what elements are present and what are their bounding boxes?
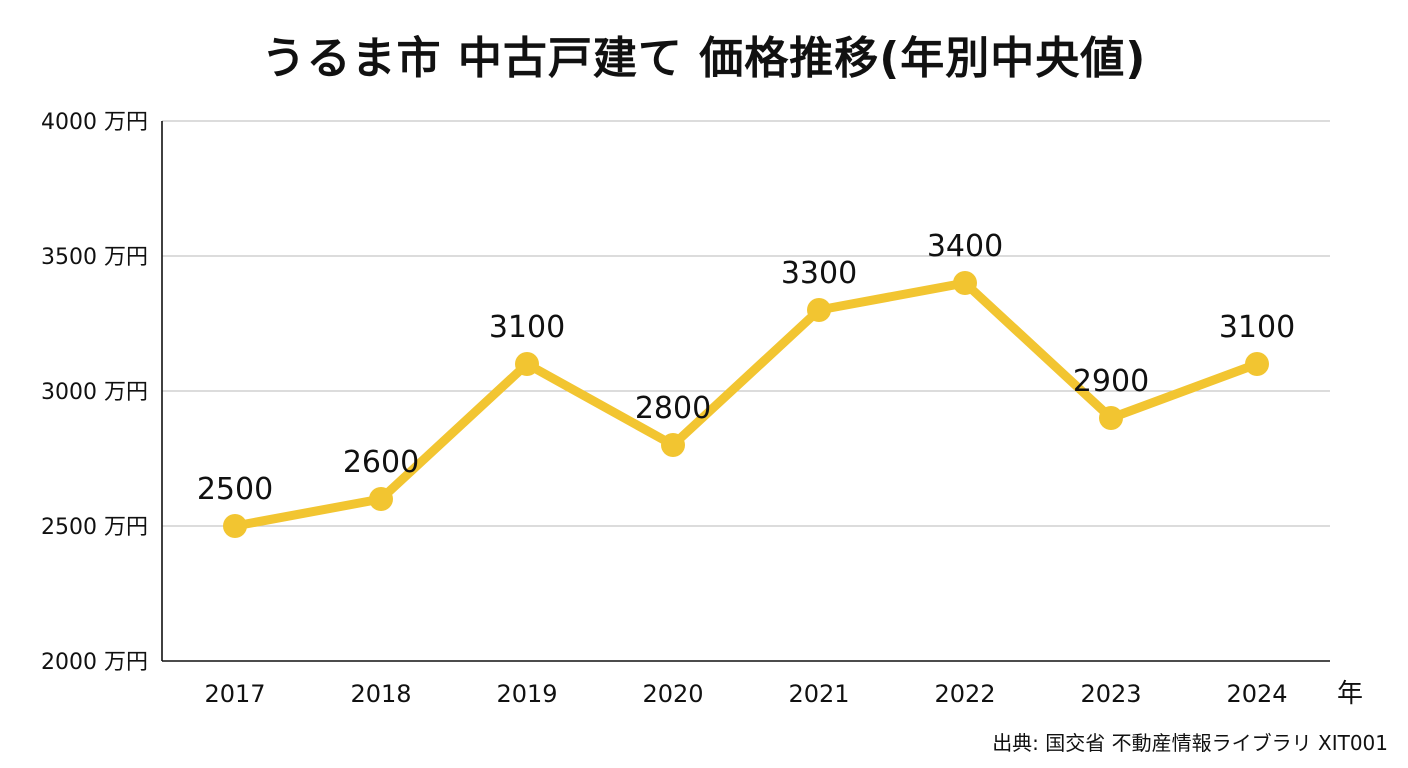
y-tick-label: 3000 万円 <box>41 380 148 405</box>
data-label: 3100 <box>489 310 565 345</box>
data-point <box>807 298 831 322</box>
x-tick-label: 2019 <box>496 680 557 708</box>
y-tick-label: 3500 万円 <box>41 245 148 270</box>
data-point <box>953 271 977 295</box>
y-tick-label: 2000 万円 <box>41 650 148 675</box>
data-label: 3400 <box>927 229 1003 264</box>
data-label: 3100 <box>1219 310 1295 345</box>
x-tick-label: 2017 <box>204 680 265 708</box>
chart-title: うるま市 中古戸建て 価格推移(年別中央値) <box>261 33 1147 84</box>
x-tick-label: 2023 <box>1080 680 1141 708</box>
data-label: 2500 <box>197 472 273 507</box>
source-note: 出典: 国交省 不動産情報ライブラリ XIT001 <box>992 731 1388 755</box>
data-point <box>369 487 393 511</box>
data-label: 2800 <box>635 391 711 426</box>
axis-layer <box>161 121 1330 662</box>
label-layer: 2000 万円 2500 万円 3000 万円 3500 万円 4000 万円 2017 2… <box>41 110 1363 709</box>
data-point <box>661 433 685 457</box>
data-point <box>1245 352 1269 376</box>
x-tick-label: 2020 <box>642 680 703 708</box>
data-point <box>1099 406 1123 430</box>
data-point <box>223 514 247 538</box>
x-tick-label: 2021 <box>788 680 849 708</box>
data-label: 3300 <box>781 256 857 291</box>
x-axis-label: 年 <box>1337 679 1363 709</box>
x-tick-label: 2022 <box>934 680 995 708</box>
x-tick-label: 2018 <box>350 680 411 708</box>
data-point <box>515 352 539 376</box>
line-layer <box>230 278 1262 531</box>
y-tick-label: 2500 万円 <box>41 515 148 540</box>
series-line <box>230 278 1262 531</box>
data-label: 2600 <box>343 445 419 480</box>
x-tick-label: 2024 <box>1226 680 1287 708</box>
data-label: 2900 <box>1073 364 1149 399</box>
point-layer <box>223 271 1269 538</box>
grid-layer <box>162 120 1330 527</box>
y-tick-label: 4000 万円 <box>41 110 148 135</box>
